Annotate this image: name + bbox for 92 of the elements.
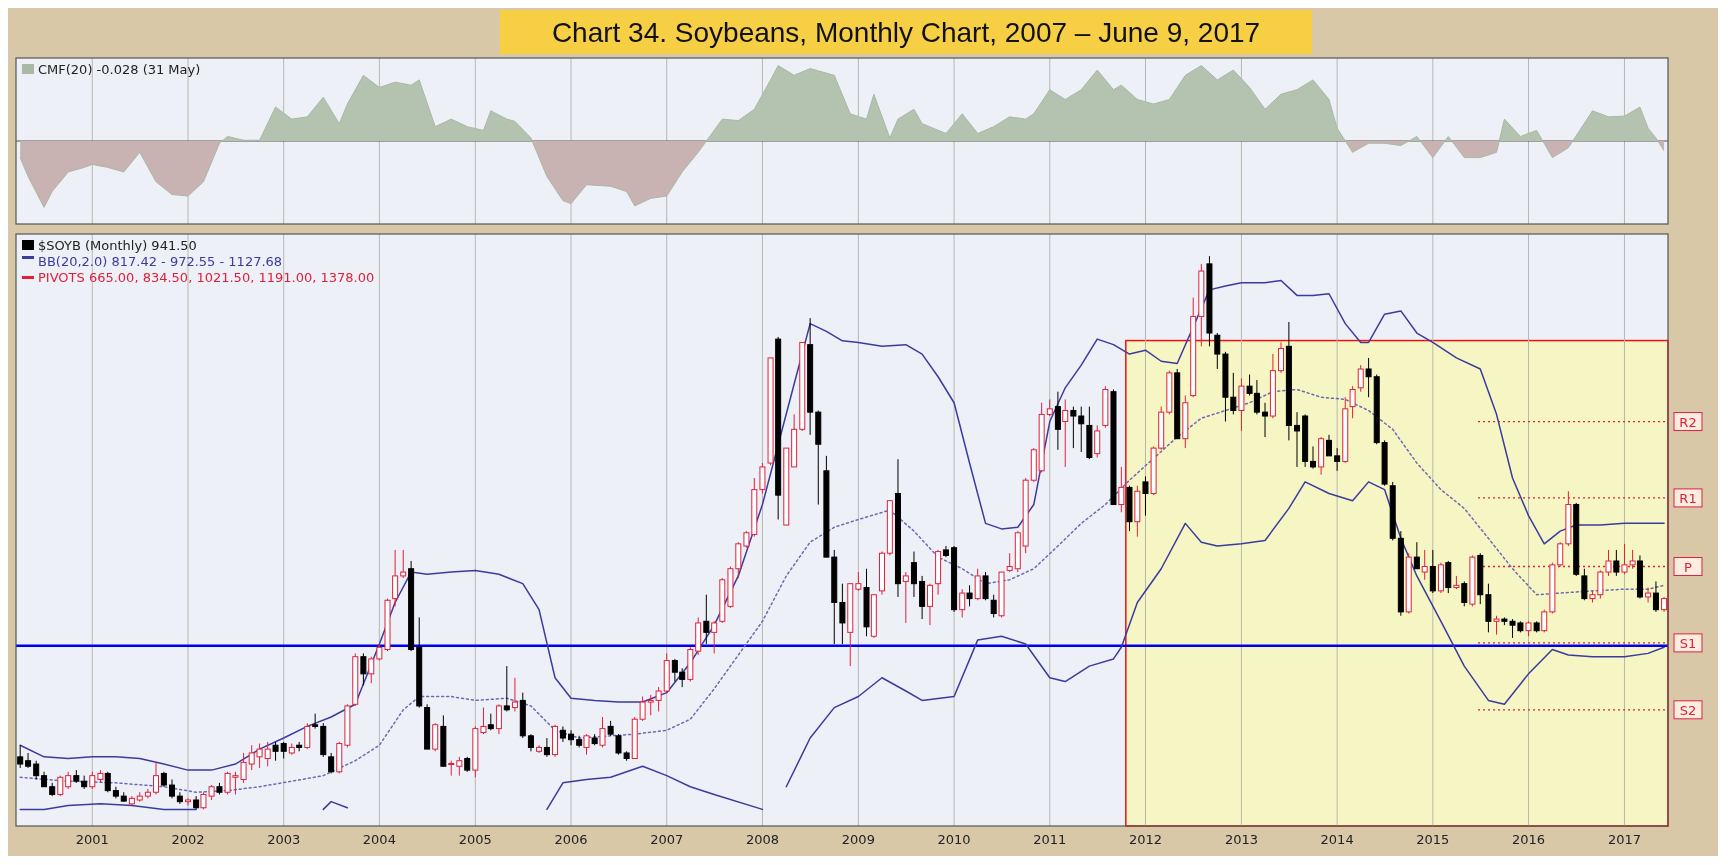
candlestick [169, 779, 175, 799]
candlestick [503, 665, 510, 712]
ref-line-label: S1 [1679, 635, 1697, 651]
x-tick-label: 2014 [1320, 832, 1354, 847]
x-tick-label: 2010 [937, 832, 971, 847]
candlestick [1541, 609, 1548, 633]
ref-line-label: R1 [1679, 490, 1697, 506]
candlestick [568, 729, 575, 746]
candlestick [982, 571, 989, 601]
legend-label: CMF(20) -0.028 (31 May) [38, 62, 201, 77]
x-tick-label: 2009 [841, 832, 875, 847]
x-tick-label: 2016 [1511, 832, 1546, 847]
candlestick [1262, 402, 1269, 438]
candlestick [304, 722, 311, 750]
candlestick [1421, 549, 1428, 581]
candlestick [104, 771, 111, 793]
x-tick-label: 2011 [1033, 832, 1067, 847]
candlestick [839, 583, 846, 645]
ref-line-label: S2 [1679, 702, 1697, 718]
ref-line-label: P [1684, 559, 1693, 575]
x-tick-label: 2008 [745, 832, 779, 847]
candlestick [1118, 466, 1125, 513]
x-tick-label: 2007 [650, 832, 684, 847]
candlestick [1652, 580, 1659, 613]
candlestick [272, 741, 279, 762]
candlestick [400, 549, 407, 579]
candlestick [1645, 587, 1652, 603]
candlestick [1310, 445, 1317, 470]
candlestick [33, 760, 40, 781]
candlestick [328, 752, 335, 774]
candlestick [543, 737, 550, 758]
candlestick [711, 620, 718, 654]
candlestick [368, 656, 375, 684]
candlestick [1357, 364, 1364, 393]
candlestick [184, 797, 191, 807]
x-tick-label: 2003 [267, 832, 301, 847]
candlestick [17, 744, 24, 769]
candlestick [1493, 615, 1500, 636]
candlestick [25, 752, 32, 769]
candlestick [926, 583, 933, 626]
candlestick [511, 677, 518, 712]
candlestick [1062, 398, 1069, 468]
candlestick [759, 462, 766, 494]
candlestick [966, 584, 973, 607]
candlestick [1581, 568, 1588, 601]
candlestick [1054, 391, 1061, 451]
candlestick [559, 725, 566, 743]
candlestick [1326, 434, 1332, 457]
candlestick [1214, 332, 1221, 370]
candlestick [855, 571, 862, 592]
candlestick [1413, 541, 1420, 570]
candlestick [1094, 424, 1101, 459]
x-tick-label: 2015 [1416, 832, 1450, 847]
candlestick [480, 707, 487, 735]
annotation: PIVOTS 665.00, 834.50, 1021.50, 1191.00, 1378.00 [38, 270, 375, 285]
candlestick [703, 594, 710, 645]
candlestick [1461, 580, 1468, 607]
x-tick-label: 2013 [1224, 832, 1258, 847]
x-tick-label: 2004 [362, 832, 396, 847]
candlestick [264, 741, 271, 767]
candlestick [583, 733, 590, 756]
legend-label: $SOYB (Monthly) 941.50 [38, 238, 197, 253]
x-tick-label: 2005 [458, 832, 492, 847]
candlestick [360, 652, 367, 686]
candlestick [153, 761, 159, 795]
candlestick [990, 594, 997, 618]
candlestick [495, 703, 502, 735]
ref-line-label: R2 [1679, 414, 1697, 430]
x-tick-label: 2017 [1607, 832, 1642, 847]
x-tick-label: 2002 [171, 832, 205, 847]
candlestick [902, 571, 909, 624]
candlestick [910, 551, 917, 598]
legend-label: BB(20,2.0) 817.42 - 972.55 - 1127.68 [38, 254, 283, 269]
candlestick [1613, 549, 1620, 577]
x-tick-label: 2001 [75, 832, 109, 847]
candlestick [1006, 552, 1013, 573]
candlestick [1142, 475, 1149, 517]
candlestick [456, 756, 463, 777]
candlestick [312, 713, 319, 730]
candlestick [1334, 447, 1341, 472]
candlestick [1365, 357, 1372, 398]
x-tick-label: 2012 [1128, 832, 1163, 847]
candlestick [599, 716, 606, 748]
candlestick [959, 588, 966, 618]
x-tick-label: 2006 [554, 832, 588, 847]
candlestick [392, 549, 399, 607]
candlestick [1278, 341, 1285, 374]
chart-title: Chart 34. Soybeans, Monthly Chart, 2007 – June 9, 2017 [551, 17, 1261, 48]
candlestick [1294, 411, 1301, 468]
candlestick [57, 775, 64, 797]
candlestick [1349, 385, 1356, 419]
candlestick [974, 568, 981, 601]
